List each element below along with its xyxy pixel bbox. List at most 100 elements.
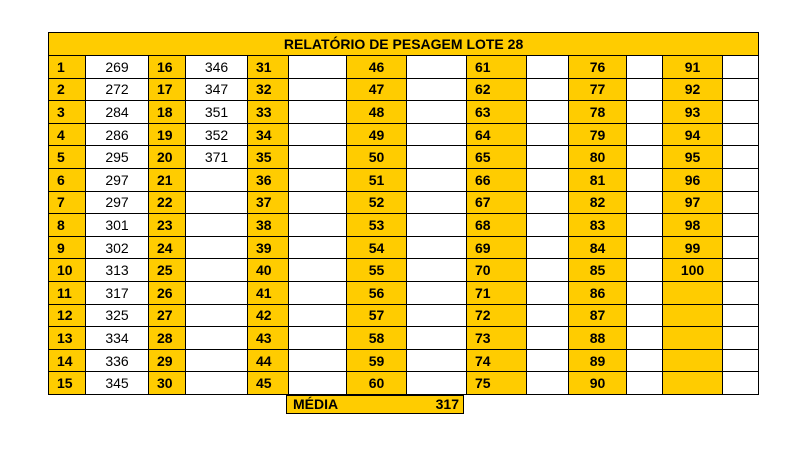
item-number-cell: 77 xyxy=(568,77,627,102)
item-number-cell: 75 xyxy=(466,371,527,395)
item-number-cell: 30 xyxy=(148,371,186,395)
weight-cell xyxy=(526,235,569,260)
item-number-cell: 70 xyxy=(466,258,527,282)
average-label: MÉDIA xyxy=(293,396,339,412)
weight-cell: 297 xyxy=(85,190,149,215)
weight-cell xyxy=(721,348,760,373)
weight-cell xyxy=(721,280,760,305)
item-number-cell: 79 xyxy=(568,122,627,147)
item-number-cell: 98 xyxy=(662,213,723,237)
item-number-cell: 38 xyxy=(247,213,289,237)
weight-cell xyxy=(626,258,663,282)
weight-cell xyxy=(185,258,248,282)
item-number-cell: 24 xyxy=(148,235,186,260)
weight-cell xyxy=(185,167,248,192)
weight-cell xyxy=(526,213,569,237)
table-row: 10 313 25 40 55 70 85 100 xyxy=(48,258,760,282)
weight-cell: 325 xyxy=(85,303,149,328)
item-number-cell: 74 xyxy=(466,348,527,373)
item-number-cell: 58 xyxy=(346,326,407,350)
item-number-cell: 67 xyxy=(466,190,527,215)
table-row: 12 325 27 42 57 72 87 xyxy=(48,303,760,328)
weight-cell xyxy=(626,77,663,102)
weight-cell xyxy=(406,326,467,350)
item-number-cell: 12 xyxy=(48,303,86,328)
item-number-cell: 25 xyxy=(148,258,186,282)
weight-cell xyxy=(288,303,347,328)
item-number-cell: 54 xyxy=(346,235,407,260)
table-row: 14 336 29 44 59 74 89 xyxy=(48,348,760,373)
item-number-cell: 96 xyxy=(662,167,723,192)
weight-cell: 286 xyxy=(85,122,149,147)
item-number-cell: 32 xyxy=(247,77,289,102)
weight-cell xyxy=(626,326,663,350)
weight-cell: 345 xyxy=(85,371,149,395)
item-number-cell: 83 xyxy=(568,213,627,237)
weight-cell: 313 xyxy=(85,258,149,282)
weight-cell xyxy=(288,100,347,124)
item-number-cell: 43 xyxy=(247,326,289,350)
item-number-cell: 11 xyxy=(48,280,86,305)
weight-cell xyxy=(288,348,347,373)
item-number-cell: 57 xyxy=(346,303,407,328)
item-number-cell: 78 xyxy=(568,100,627,124)
report-body: 1 269 16 346 31 46 61 76 91 2 272 17 347 32 47 62 77 92 3 2… xyxy=(48,55,760,395)
item-number-cell: 27 xyxy=(148,303,186,328)
weight-cell xyxy=(526,371,569,395)
item-number-cell: 47 xyxy=(346,77,407,102)
item-number-cell: 52 xyxy=(346,190,407,215)
weight-cell xyxy=(288,77,347,102)
item-number-cell: 76 xyxy=(568,55,627,79)
item-number-cell: 20 xyxy=(148,145,186,169)
weight-cell xyxy=(526,326,569,350)
item-number-cell: 82 xyxy=(568,190,627,215)
weight-cell xyxy=(526,280,569,305)
item-number-cell: 41 xyxy=(247,280,289,305)
weight-cell xyxy=(526,122,569,147)
weight-cell xyxy=(406,122,467,147)
weight-cell xyxy=(288,213,347,237)
weight-cell xyxy=(406,258,467,282)
item-number-cell: 18 xyxy=(148,100,186,124)
weight-cell xyxy=(626,122,663,147)
weight-cell xyxy=(721,326,760,350)
weight-cell xyxy=(721,303,760,328)
item-number-cell xyxy=(662,371,723,395)
weight-cell xyxy=(721,55,760,79)
item-number-cell: 15 xyxy=(48,371,86,395)
weight-cell xyxy=(526,100,569,124)
weight-cell xyxy=(185,326,248,350)
table-row: 7 297 22 37 52 67 82 97 xyxy=(48,190,760,215)
table-row: 8 301 23 38 53 68 83 98 xyxy=(48,213,760,237)
item-number-cell: 34 xyxy=(247,122,289,147)
item-number-cell: 69 xyxy=(466,235,527,260)
weight-cell xyxy=(626,348,663,373)
weight-cell xyxy=(406,280,467,305)
weight-cell: 346 xyxy=(185,55,248,79)
item-number-cell: 2 xyxy=(48,77,86,102)
item-number-cell: 35 xyxy=(247,145,289,169)
item-number-cell: 3 xyxy=(48,100,86,124)
weight-cell: 317 xyxy=(85,280,149,305)
item-number-cell: 6 xyxy=(48,167,86,192)
weight-cell xyxy=(406,213,467,237)
weight-cell xyxy=(626,55,663,79)
weight-cell xyxy=(526,258,569,282)
item-number-cell: 99 xyxy=(662,235,723,260)
item-number-cell: 40 xyxy=(247,258,289,282)
item-number-cell: 63 xyxy=(466,100,527,124)
item-number-cell: 91 xyxy=(662,55,723,79)
item-number-cell: 39 xyxy=(247,235,289,260)
weight-cell xyxy=(721,122,760,147)
item-number-cell: 4 xyxy=(48,122,86,147)
weight-cell: 302 xyxy=(85,235,149,260)
item-number-cell: 8 xyxy=(48,213,86,237)
weight-cell: 295 xyxy=(85,145,149,169)
item-number-cell: 89 xyxy=(568,348,627,373)
weight-cell xyxy=(288,326,347,350)
weight-cell xyxy=(526,167,569,192)
item-number-cell: 46 xyxy=(346,55,407,79)
weight-cell xyxy=(185,235,248,260)
weight-cell xyxy=(526,303,569,328)
weight-cell xyxy=(526,190,569,215)
